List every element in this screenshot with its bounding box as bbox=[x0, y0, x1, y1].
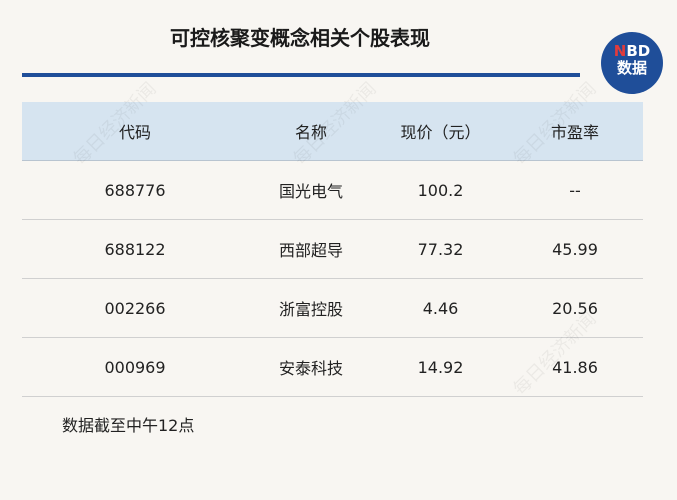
table-row: 000969 安泰科技 14.92 41.86 bbox=[22, 338, 643, 397]
cell-name: 安泰科技 bbox=[278, 359, 343, 378]
page-title: 可控核聚变概念相关个股表现 bbox=[170, 26, 430, 50]
table-row: 002266 浙富控股 4.46 20.56 bbox=[22, 279, 643, 338]
stock-table: 代码 名称 现价（元） 市盈率 688776 国光电气 100.2 -- 688122 西… bbox=[22, 102, 643, 397]
cell-price: 14.92 bbox=[417, 357, 464, 377]
header-pe: 市盈率 bbox=[550, 123, 599, 142]
table-row: 688122 西部超导 77.32 45.99 bbox=[22, 220, 643, 279]
cell-pe: 20.56 bbox=[552, 298, 598, 318]
cell-pe: 45.99 bbox=[552, 239, 598, 259]
cell-name: 浙富控股 bbox=[278, 300, 343, 319]
title-divider bbox=[22, 73, 580, 77]
header-price: 现价（元） bbox=[400, 123, 481, 142]
footnote: 数据截至中午12点 bbox=[62, 416, 195, 435]
cell-price: 77.32 bbox=[417, 239, 464, 259]
cell-code: 002266 bbox=[104, 298, 166, 318]
header-code: 代码 bbox=[118, 123, 151, 142]
cell-pe: -- bbox=[569, 180, 581, 200]
header-name: 名称 bbox=[294, 123, 327, 142]
cell-name: 国光电气 bbox=[278, 182, 343, 201]
cell-price: 100.2 bbox=[417, 180, 464, 200]
table-row: 688776 国光电气 100.2 -- bbox=[22, 161, 643, 220]
nbd-logo: NBD 数据 bbox=[601, 32, 663, 94]
cell-code: 688776 bbox=[104, 180, 166, 200]
cell-name: 西部超导 bbox=[278, 241, 343, 260]
cell-code: 688122 bbox=[104, 239, 166, 259]
cell-code: 000969 bbox=[104, 357, 166, 377]
table-header: 代码 名称 现价（元） 市盈率 bbox=[22, 102, 643, 161]
cell-pe: 41.86 bbox=[552, 357, 598, 377]
cell-price: 4.46 bbox=[422, 298, 459, 318]
